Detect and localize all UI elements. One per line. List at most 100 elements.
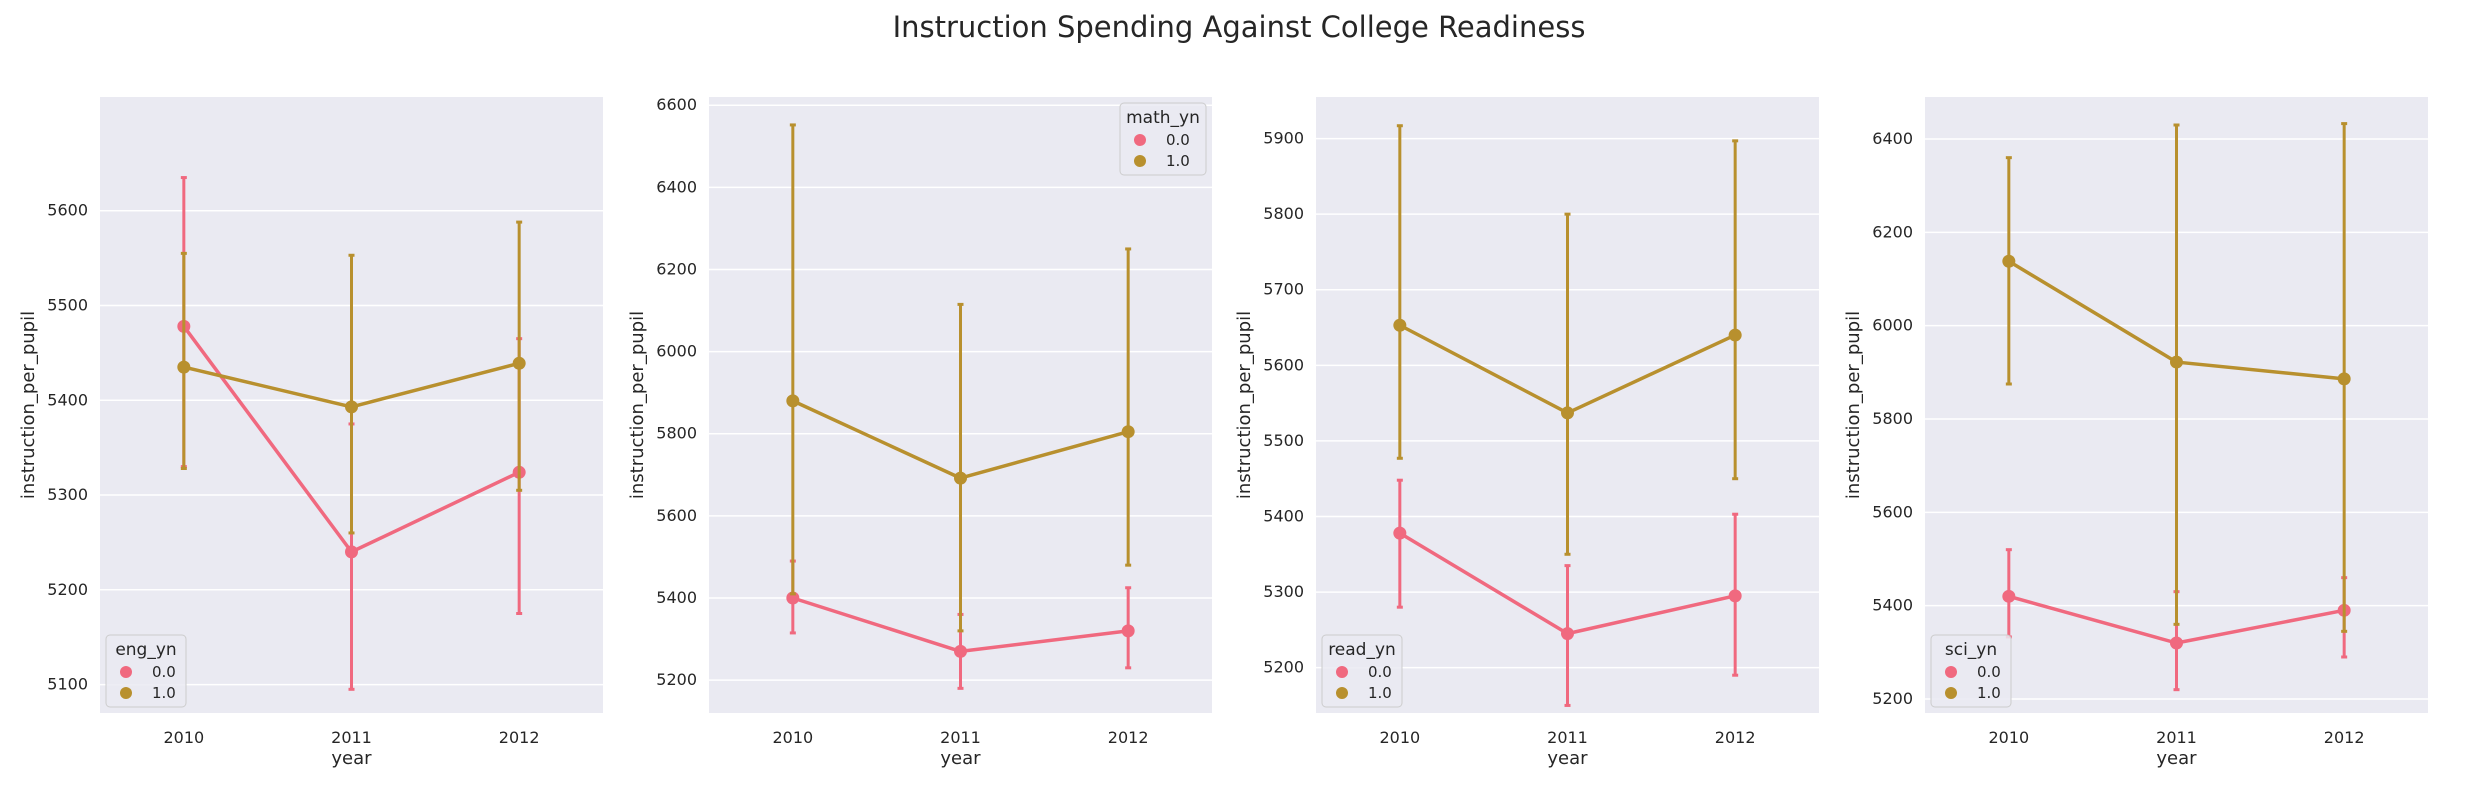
data-point bbox=[512, 356, 526, 370]
legend-marker bbox=[1336, 687, 1348, 699]
data-point bbox=[1561, 627, 1574, 641]
legend-marker bbox=[1945, 666, 1957, 678]
y-tick-label: 5300 bbox=[47, 485, 88, 504]
x-tick-label: 2010 bbox=[1379, 728, 1420, 747]
x-axis-label: year bbox=[940, 748, 981, 769]
legend-entry-label: 0.0 bbox=[1368, 663, 1392, 681]
data-point bbox=[1393, 318, 1407, 332]
data-point bbox=[2337, 372, 2351, 386]
legend-marker bbox=[1134, 155, 1146, 167]
data-point bbox=[2002, 254, 2016, 268]
data-point bbox=[177, 360, 191, 374]
y-tick-label: 6400 bbox=[1872, 129, 1913, 148]
x-tick-label: 2011 bbox=[2156, 728, 2197, 747]
y-tick-label: 5300 bbox=[1263, 582, 1304, 601]
data-point bbox=[786, 591, 800, 605]
data-point bbox=[1121, 624, 1135, 638]
y-axis-label: instruction_per_pupil bbox=[627, 311, 648, 499]
data-point bbox=[954, 471, 967, 485]
y-tick-label: 5500 bbox=[1263, 431, 1304, 450]
legend-marker bbox=[1945, 687, 1957, 699]
legend: read_yn 0.0 1.0 bbox=[1321, 634, 1403, 708]
y-axis-label: instruction_per_pupil bbox=[1234, 311, 1255, 499]
series-1.0 bbox=[2002, 122, 2351, 633]
y-tick-label: 6400 bbox=[656, 177, 697, 196]
y-tick-label: 5100 bbox=[47, 675, 88, 694]
legend-entry-label: 1.0 bbox=[1166, 152, 1190, 170]
x-tick-label: 2010 bbox=[163, 728, 204, 747]
subplot-2: 5200 5400 5600 5800 6000 6200 6400 6600 2010 2011… bbox=[627, 95, 1212, 769]
x-tick-label: 2012 bbox=[2324, 728, 2365, 747]
y-tick-label: 5400 bbox=[1872, 596, 1913, 615]
legend-marker bbox=[1134, 134, 1146, 146]
subplot-3: 5200 5300 5400 5500 5600 5700 5800 5900 2010 2011… bbox=[1234, 97, 1819, 769]
subplot-4: 5200 5400 5600 5800 6000 6200 6400 2010 2011 2012… bbox=[1843, 97, 2428, 769]
legend: eng_yn 0.0 1.0 bbox=[105, 634, 187, 708]
data-point bbox=[1728, 328, 1742, 342]
y-tick-label: 5700 bbox=[1263, 280, 1304, 299]
y-tick-label: 5200 bbox=[656, 670, 697, 689]
x-tick-label: 2012 bbox=[1108, 728, 1149, 747]
x-tick-label: 2011 bbox=[1547, 728, 1588, 747]
data-point bbox=[345, 545, 358, 559]
legend-entry-label: 1.0 bbox=[152, 684, 176, 702]
legend-entry-label: 0.0 bbox=[1166, 131, 1190, 149]
subplot-1: 5100 5200 5300 5400 5500 5600 2010 2011 2012 year… bbox=[18, 97, 603, 769]
legend: sci_yn 0.0 1.0 bbox=[1930, 634, 2012, 708]
x-tick-label: 2012 bbox=[1715, 728, 1756, 747]
y-tick-label: 5600 bbox=[656, 506, 697, 525]
y-tick-label: 6600 bbox=[656, 95, 697, 114]
x-tick-label: 2011 bbox=[331, 728, 372, 747]
x-axis-label: year bbox=[331, 748, 372, 769]
y-tick-label: 5900 bbox=[1263, 129, 1304, 148]
y-axis-label: instruction_per_pupil bbox=[18, 311, 39, 499]
x-axis-label: year bbox=[1547, 748, 1588, 769]
series-1.0 bbox=[786, 123, 1135, 633]
figure-title: Instruction Spending Against College Rea… bbox=[893, 10, 1586, 44]
legend-title: sci_yn bbox=[1945, 640, 1997, 660]
y-tick-label: 6000 bbox=[1872, 316, 1913, 335]
series-1.0 bbox=[1393, 124, 1742, 556]
legend-title: read_yn bbox=[1328, 640, 1396, 660]
y-tick-label: 5800 bbox=[1263, 204, 1304, 223]
y-tick-label: 6000 bbox=[656, 342, 697, 361]
y-tick-label: 5200 bbox=[47, 580, 88, 599]
data-point bbox=[1728, 589, 1742, 603]
y-axis-label: instruction_per_pupil bbox=[1843, 311, 1864, 499]
y-tick-label: 5200 bbox=[1263, 658, 1304, 677]
series-0.0 bbox=[1393, 478, 1742, 707]
data-point bbox=[786, 394, 800, 408]
y-tick-label: 5200 bbox=[1872, 689, 1913, 708]
y-tick-label: 5600 bbox=[1872, 502, 1913, 521]
data-point bbox=[2170, 636, 2183, 650]
legend-entry-label: 0.0 bbox=[1977, 663, 2001, 681]
data-point bbox=[1393, 526, 1407, 540]
legend: math_yn 0.0 1.0 bbox=[1119, 102, 1207, 176]
y-tick-label: 5600 bbox=[47, 201, 88, 220]
y-tick-label: 5800 bbox=[1872, 409, 1913, 428]
y-tick-label: 5500 bbox=[47, 295, 88, 314]
data-point bbox=[2002, 589, 2016, 603]
legend-marker bbox=[120, 666, 132, 678]
y-tick-label: 5400 bbox=[656, 588, 697, 607]
series-1.0 bbox=[177, 220, 526, 535]
x-tick-label: 2010 bbox=[772, 728, 813, 747]
data-point bbox=[2170, 355, 2183, 369]
x-axis-label: year bbox=[2156, 748, 2197, 769]
legend-entry-label: 1.0 bbox=[1977, 684, 2001, 702]
y-tick-label: 5600 bbox=[1263, 355, 1304, 374]
legend-marker bbox=[120, 687, 132, 699]
legend-marker bbox=[1336, 666, 1348, 678]
data-point bbox=[1561, 406, 1574, 420]
data-point bbox=[954, 644, 967, 658]
data-point bbox=[345, 400, 358, 414]
x-tick-label: 2011 bbox=[940, 728, 981, 747]
legend-title: math_yn bbox=[1126, 108, 1200, 128]
y-tick-label: 6200 bbox=[1872, 222, 1913, 241]
y-tick-label: 5400 bbox=[47, 390, 88, 409]
x-tick-label: 2012 bbox=[499, 728, 540, 747]
legend-title: eng_yn bbox=[115, 640, 176, 660]
x-tick-label: 2010 bbox=[1988, 728, 2029, 747]
legend-entry-label: 1.0 bbox=[1368, 684, 1392, 702]
